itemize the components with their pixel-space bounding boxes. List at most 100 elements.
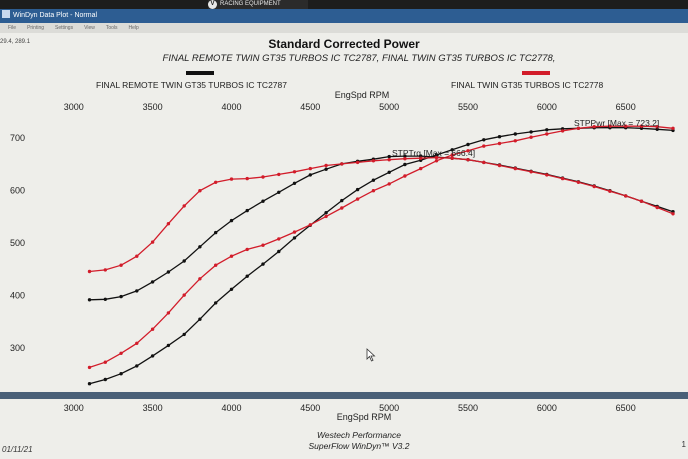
data-point xyxy=(324,167,328,171)
bottom-x-tick-label: 3000 xyxy=(64,403,84,413)
data-point xyxy=(277,190,281,194)
data-point xyxy=(214,263,218,267)
data-point xyxy=(655,205,659,210)
data-point xyxy=(87,269,92,274)
data-point xyxy=(655,127,659,131)
y-axis: 300 400 500 600 700 xyxy=(10,133,25,353)
data-point xyxy=(261,175,265,179)
menu-item-tools[interactable]: Tools xyxy=(105,25,118,31)
data-point xyxy=(545,128,549,132)
series-line-stptrq-black xyxy=(89,155,674,301)
top-x-tick-label: 4000 xyxy=(221,102,241,112)
data-point xyxy=(513,132,517,136)
chart-title: Standard Corrected Power xyxy=(268,37,420,51)
data-point xyxy=(419,156,423,160)
top-x-tick-label: 6500 xyxy=(616,102,636,112)
pwr-max-annotation: STPPwr [Max = 723.2] xyxy=(574,118,659,128)
data-point xyxy=(434,159,439,163)
brand-badge: V RACING EQUIPMENT xyxy=(208,0,308,9)
data-point xyxy=(103,377,108,382)
top-x-tick-label: 4500 xyxy=(300,102,320,112)
data-point xyxy=(639,124,644,128)
data-point xyxy=(229,177,234,181)
data-point xyxy=(245,208,249,213)
data-point xyxy=(308,223,312,227)
data-point xyxy=(292,170,297,174)
data-point xyxy=(419,166,423,171)
data-point xyxy=(292,236,297,240)
data-point xyxy=(560,129,565,133)
brand-badge-text: RACING EQUIPMENT xyxy=(220,1,281,7)
data-point xyxy=(292,181,297,185)
data-point xyxy=(277,237,281,241)
page-number: 1 xyxy=(681,440,686,449)
data-point xyxy=(119,351,123,355)
data-point xyxy=(497,163,502,168)
data-point xyxy=(150,240,155,244)
brand-logo-icon: V xyxy=(208,0,217,9)
data-point xyxy=(371,178,376,182)
data-point xyxy=(324,214,328,219)
data-point xyxy=(466,149,470,153)
data-point xyxy=(261,243,265,247)
data-point xyxy=(182,259,186,263)
menu-item-settings[interactable]: Settings xyxy=(55,25,74,31)
data-point xyxy=(355,197,360,201)
data-point xyxy=(576,180,581,184)
top-x-tick-label: 6000 xyxy=(537,102,557,112)
data-point xyxy=(340,162,344,166)
data-point xyxy=(166,270,171,274)
data-point xyxy=(166,311,171,315)
data-point xyxy=(277,172,281,177)
data-point xyxy=(103,268,108,272)
bottom-x-tick-label: 5000 xyxy=(379,403,399,413)
data-point xyxy=(371,189,376,193)
bottom-x-tick-label: 4500 xyxy=(300,403,320,413)
data-point xyxy=(198,245,202,249)
data-point xyxy=(214,230,218,235)
top-x-tick-label: 3000 xyxy=(64,102,84,112)
footer-software-version: SuperFlow WinDyn™ V3.2 xyxy=(308,441,410,451)
data-point xyxy=(545,173,549,177)
data-point xyxy=(198,277,202,281)
data-point xyxy=(324,211,328,215)
data-point xyxy=(245,247,249,252)
bottom-x-tick-label: 5500 xyxy=(458,403,478,413)
plot-date: 01/11/21 xyxy=(2,445,33,454)
legend-swatch-red xyxy=(522,71,550,75)
menu-item-printing[interactable]: Printing xyxy=(27,25,45,31)
data-point xyxy=(245,176,249,181)
data-point xyxy=(355,187,360,192)
data-point xyxy=(466,158,470,162)
legend-label-black: FINAL REMOTE TWIN GT35 TURBOS IC TC2787 xyxy=(96,80,287,90)
data-point xyxy=(214,301,218,305)
data-point xyxy=(403,162,407,167)
data-point xyxy=(608,189,612,193)
menu-item-help[interactable]: Help xyxy=(128,25,139,31)
data-point xyxy=(324,163,328,168)
data-point xyxy=(198,189,202,193)
horizontal-scrollbar[interactable] xyxy=(0,392,688,399)
menu-item-view[interactable]: View xyxy=(84,25,95,31)
data-point xyxy=(576,126,581,130)
data-point xyxy=(277,249,281,254)
chart-subtitle: FINAL REMOTE TWIN GT35 TURBOS IC TC2787,… xyxy=(162,53,556,64)
data-point xyxy=(229,218,234,223)
data-point xyxy=(450,153,454,157)
menu-item-file[interactable]: File xyxy=(8,25,17,31)
mouse-pointer-icon xyxy=(366,348,376,362)
data-point xyxy=(387,154,391,159)
data-point xyxy=(387,158,391,162)
coordinate-readout: 29.4, 289.1 xyxy=(0,39,31,45)
data-point xyxy=(671,212,675,216)
data-point xyxy=(529,135,533,139)
y-tick-label: 700 xyxy=(10,133,25,143)
data-point xyxy=(450,148,454,152)
data-point xyxy=(308,166,312,171)
series-line-stppwr-black xyxy=(89,127,674,385)
data-point xyxy=(135,341,139,345)
data-point xyxy=(103,360,108,364)
title-bar[interactable]: WinDyn Data Plot - Normal xyxy=(0,9,688,23)
legend-label-red: FINAL TWIN GT35 TURBOS IC TC2778 xyxy=(451,80,604,90)
